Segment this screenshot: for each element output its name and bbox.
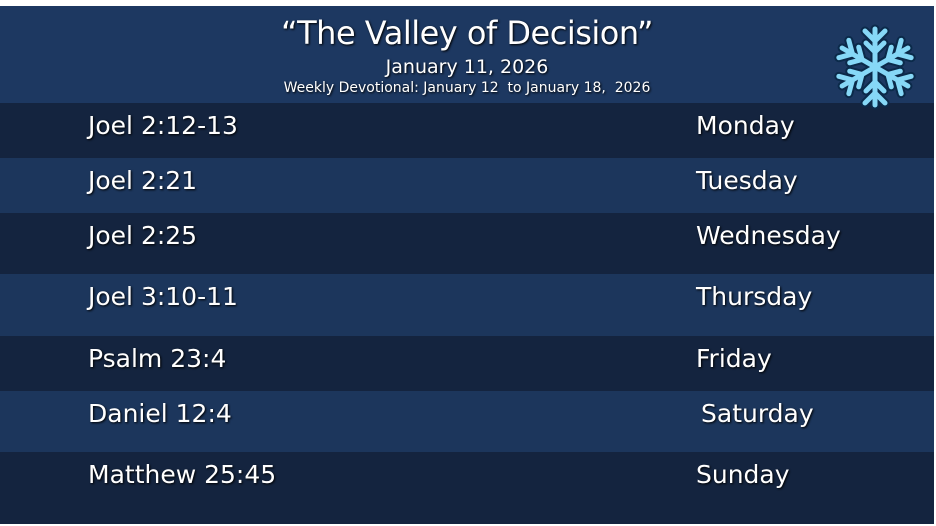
day: Tuesday: [696, 166, 798, 195]
table-row: Joel 2:12-13 Monday: [0, 103, 934, 158]
table-row: Joel 3:10-11 Thursday: [0, 274, 934, 336]
snowflake-icon: [830, 24, 920, 112]
day: Wednesday: [696, 221, 841, 250]
day: Sunday: [696, 460, 790, 489]
table-row: Matthew 25:45 Sunday: [0, 452, 934, 524]
table-row: Joel 2:25 Wednesday: [0, 213, 934, 274]
table-row: Joel 2:21 Tuesday: [0, 158, 934, 213]
date: January 11, 2026: [385, 56, 549, 78]
table-row: Daniel 12:4 Saturday: [0, 391, 934, 452]
scripture: Joel 3:10-11: [88, 282, 238, 311]
scripture: Matthew 25:45: [88, 460, 277, 489]
day: Thursday: [696, 282, 813, 311]
day: Monday: [696, 111, 795, 140]
scripture: Joel 2:21: [88, 166, 198, 195]
scripture: Joel 2:12-13: [88, 111, 238, 140]
title: “The Valley of Decision”: [281, 14, 653, 52]
day: Friday: [696, 344, 772, 373]
day: Saturday: [701, 399, 814, 428]
scripture: Joel 2:25: [88, 221, 198, 250]
scripture: Psalm 23:4: [88, 344, 227, 373]
subtitle: Weekly Devotional: January 12 to January…: [283, 80, 651, 96]
table-row: Psalm 23:4 Friday: [0, 336, 934, 391]
scripture: Daniel 12:4: [88, 399, 232, 428]
header: “The Valley of Decision” January 11, 202…: [0, 6, 934, 103]
